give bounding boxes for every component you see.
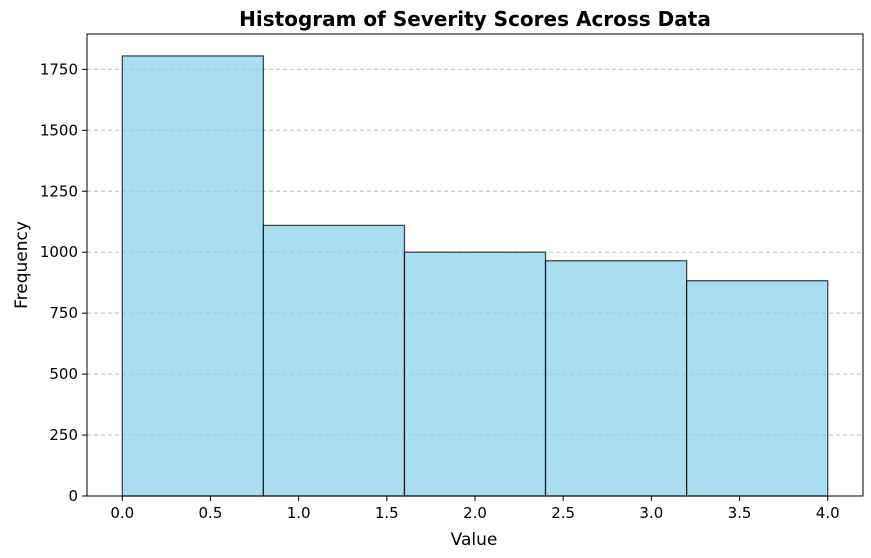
histogram-bars [121,55,829,497]
y-tick-label: 0 [68,487,78,505]
y-axis-label: Frequency [12,221,32,309]
y-tick-label: 500 [49,365,78,383]
x-tick-label: 2.5 [551,504,575,522]
histogram-bar [544,260,688,497]
y-tick-label: 750 [49,304,78,322]
chart-title: Histogram of Severity Scores Across Data [239,7,711,31]
x-tick-label: 3.0 [639,504,663,522]
y-tick-label: 1750 [40,60,78,78]
x-tick-label: 0.0 [110,504,134,522]
histogram-bar [262,224,406,497]
x-tick-label: 3.5 [728,504,752,522]
x-axis-ticks: 0.0 0.5 1.0 1.5 2.0 2.5 3.0 3.5 4.0 [110,496,840,522]
x-tick-label: 4.0 [816,504,840,522]
x-tick-label: 2.0 [463,504,487,522]
x-tick-label: 1.5 [375,504,399,522]
y-tick-label: 1500 [40,121,78,139]
histogram-bar [121,55,265,497]
y-tick-label: 1000 [40,243,78,261]
y-axis-ticks: 0 250 500 750 1000 1250 1500 1750 [40,60,87,505]
y-tick-label: 250 [49,426,78,444]
histogram-bar [403,251,547,497]
x-axis-label: Value [451,530,498,550]
x-tick-label: 0.5 [199,504,223,522]
x-tick-label: 1.0 [287,504,311,522]
y-tick-label: 1250 [40,182,78,200]
histogram-bar [685,280,829,497]
